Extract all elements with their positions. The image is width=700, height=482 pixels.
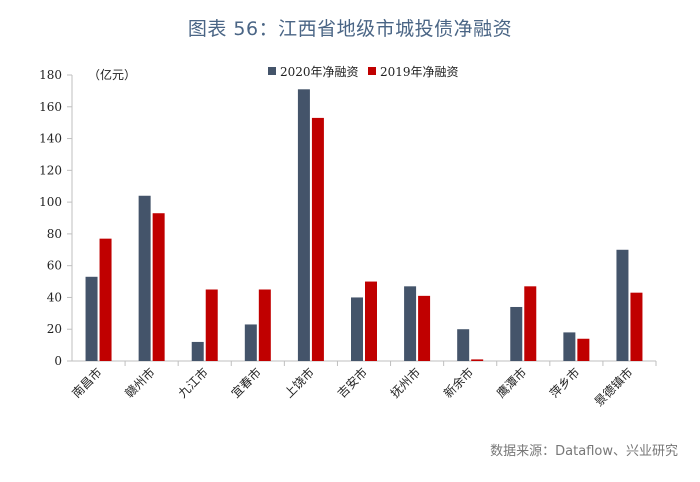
category-label: 九江市: [175, 365, 211, 401]
category-label: 南昌市: [69, 365, 105, 401]
category-label: 宜春市: [228, 365, 264, 401]
bar-2020-2: [138, 195, 151, 361]
legend: 2020年净融资 2019年净融资: [268, 65, 459, 79]
bar-2020-6: [351, 297, 363, 361]
y-tick-label: 160: [39, 100, 62, 114]
category-label: 吉安市: [334, 365, 370, 401]
y-tick-label: 180: [39, 68, 62, 82]
category-label: 新余市: [440, 365, 476, 401]
bar-2019-4: [258, 289, 271, 361]
y-tick-label: 80: [47, 227, 62, 241]
y-tick-label: 0: [54, 354, 62, 368]
bar-2020-1: [85, 276, 98, 361]
bar-2019-7: [418, 295, 431, 361]
bar-2019-10: [577, 338, 590, 361]
bar-2019-5: [311, 117, 324, 362]
legend-label: 2020年净融资: [280, 65, 359, 79]
category-label: 鹰潭市: [493, 365, 529, 401]
bar-2020-4: [244, 324, 257, 361]
bar-2020-5: [297, 89, 310, 362]
category-label: 赣州市: [122, 365, 158, 401]
category-label: 上饶市: [281, 365, 317, 401]
bar-2019-11: [630, 292, 643, 361]
y-tick-label: 120: [39, 163, 62, 177]
bar-2019-1: [99, 238, 112, 361]
bar-2019-8: [471, 359, 484, 361]
legend-swatch: [268, 67, 276, 75]
bar-2020-8: [457, 329, 470, 361]
y-tick-label: 100: [39, 195, 62, 209]
bar-2019-3: [205, 289, 218, 361]
category-label: 景德镇市: [591, 365, 636, 410]
legend-label: 2019年净融资: [380, 65, 459, 79]
chart-title: 图表 56：江西省地级市城投债净融资: [187, 18, 513, 40]
bar-2019-6: [365, 281, 377, 361]
bar-2020-9: [510, 306, 523, 361]
legend-swatch: [368, 67, 376, 75]
y-unit-label: （亿元）: [88, 67, 136, 82]
bar-2020-10: [563, 332, 576, 361]
y-tick-label: 140: [39, 132, 62, 146]
bar-2020-11: [616, 249, 629, 361]
source-note: 数据来源：Dataflow、兴业研究: [490, 444, 678, 459]
bar-2019-9: [524, 286, 537, 361]
bar-2020-7: [404, 286, 417, 361]
bars: [85, 89, 643, 362]
category-label: 萍乡市: [546, 365, 582, 401]
y-tick-label: 60: [47, 259, 62, 273]
y-tick-label: 20: [47, 322, 62, 336]
y-tick-label: 40: [47, 290, 62, 304]
category-label: 抚州市: [387, 365, 423, 401]
bar-2020-3: [191, 341, 204, 361]
bar-2019-2: [152, 213, 165, 361]
